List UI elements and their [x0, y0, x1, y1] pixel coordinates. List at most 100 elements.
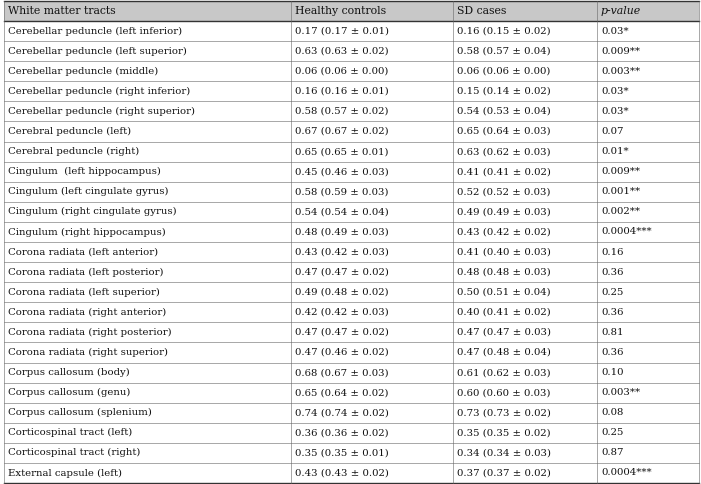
- Bar: [453, 363, 597, 383]
- Bar: [453, 182, 597, 202]
- Text: 0.58 (0.57 ± 0.04): 0.58 (0.57 ± 0.04): [457, 46, 550, 56]
- Text: 0.43 (0.42 ± 0.02): 0.43 (0.42 ± 0.02): [457, 227, 551, 237]
- Bar: [597, 242, 699, 262]
- Bar: [597, 182, 699, 202]
- Bar: [291, 101, 453, 121]
- Text: Corpus callosum (splenium): Corpus callosum (splenium): [8, 408, 151, 417]
- Bar: [453, 142, 597, 162]
- Bar: [291, 343, 453, 363]
- Bar: [453, 1, 597, 21]
- Text: 0.16: 0.16: [601, 247, 623, 257]
- Bar: [453, 202, 597, 222]
- Bar: [597, 383, 699, 403]
- Text: Cerebellar peduncle (middle): Cerebellar peduncle (middle): [8, 67, 158, 76]
- Text: 0.74 (0.74 ± 0.02): 0.74 (0.74 ± 0.02): [295, 408, 389, 417]
- Text: 0.01*: 0.01*: [601, 147, 629, 156]
- Bar: [4, 302, 291, 322]
- Text: 0.81: 0.81: [601, 328, 623, 337]
- Bar: [453, 121, 597, 141]
- Text: 0.10: 0.10: [601, 368, 623, 377]
- Text: 0.009**: 0.009**: [601, 46, 640, 56]
- Text: SD cases: SD cases: [457, 6, 506, 16]
- Bar: [597, 142, 699, 162]
- Bar: [4, 282, 291, 302]
- Text: 0.49 (0.48 ± 0.02): 0.49 (0.48 ± 0.02): [295, 287, 388, 297]
- Bar: [4, 101, 291, 121]
- Bar: [4, 403, 291, 423]
- Text: 0.48 (0.48 ± 0.03): 0.48 (0.48 ± 0.03): [457, 268, 551, 277]
- Text: 0.63 (0.62 ± 0.03): 0.63 (0.62 ± 0.03): [457, 147, 550, 156]
- Bar: [597, 322, 699, 343]
- Text: 0.58 (0.57 ± 0.02): 0.58 (0.57 ± 0.02): [295, 107, 388, 116]
- Bar: [453, 81, 597, 102]
- Text: 0.07: 0.07: [601, 127, 623, 136]
- Bar: [597, 101, 699, 121]
- Bar: [4, 242, 291, 262]
- Text: 0.34 (0.34 ± 0.03): 0.34 (0.34 ± 0.03): [457, 448, 551, 457]
- Bar: [291, 403, 453, 423]
- Bar: [597, 463, 699, 483]
- Text: 0.03*: 0.03*: [601, 27, 629, 36]
- Bar: [4, 81, 291, 102]
- Bar: [4, 162, 291, 182]
- Text: 0.47 (0.48 ± 0.04): 0.47 (0.48 ± 0.04): [457, 348, 551, 357]
- Text: 0.001**: 0.001**: [601, 187, 640, 197]
- Bar: [453, 242, 597, 262]
- Text: 0.25: 0.25: [601, 428, 623, 438]
- Text: 0.61 (0.62 ± 0.03): 0.61 (0.62 ± 0.03): [457, 368, 550, 377]
- Text: External capsule (left): External capsule (left): [8, 469, 122, 478]
- Text: 0.0004***: 0.0004***: [601, 469, 651, 478]
- Text: Corticospinal tract (right): Corticospinal tract (right): [8, 448, 140, 457]
- Bar: [291, 1, 453, 21]
- Bar: [453, 61, 597, 81]
- Text: Healthy controls: Healthy controls: [295, 6, 386, 16]
- Text: 0.36: 0.36: [601, 308, 623, 317]
- Bar: [453, 222, 597, 242]
- Bar: [291, 41, 453, 61]
- Bar: [597, 423, 699, 443]
- Bar: [291, 322, 453, 343]
- Bar: [597, 41, 699, 61]
- Bar: [291, 61, 453, 81]
- Bar: [4, 41, 291, 61]
- Text: 0.37 (0.37 ± 0.02): 0.37 (0.37 ± 0.02): [457, 469, 551, 478]
- Text: 0.54 (0.53 ± 0.04): 0.54 (0.53 ± 0.04): [457, 107, 551, 116]
- Bar: [291, 262, 453, 282]
- Bar: [597, 81, 699, 102]
- Bar: [597, 403, 699, 423]
- Text: 0.03*: 0.03*: [601, 87, 629, 96]
- Text: 0.40 (0.41 ± 0.02): 0.40 (0.41 ± 0.02): [457, 308, 551, 317]
- Bar: [4, 202, 291, 222]
- Text: 0.41 (0.40 ± 0.03): 0.41 (0.40 ± 0.03): [457, 247, 551, 257]
- Text: Cerebellar peduncle (right superior): Cerebellar peduncle (right superior): [8, 107, 195, 116]
- Bar: [597, 202, 699, 222]
- Text: 0.73 (0.73 ± 0.02): 0.73 (0.73 ± 0.02): [457, 408, 551, 417]
- Text: 0.65 (0.64 ± 0.02): 0.65 (0.64 ± 0.02): [295, 388, 388, 397]
- Bar: [4, 222, 291, 242]
- Text: Cingulum (left cingulate gyrus): Cingulum (left cingulate gyrus): [8, 187, 168, 197]
- Bar: [453, 262, 597, 282]
- Bar: [597, 302, 699, 322]
- Bar: [4, 1, 291, 21]
- Bar: [453, 162, 597, 182]
- Bar: [291, 242, 453, 262]
- Bar: [453, 423, 597, 443]
- Bar: [291, 443, 453, 463]
- Bar: [291, 142, 453, 162]
- Text: 0.47 (0.47 ± 0.03): 0.47 (0.47 ± 0.03): [457, 328, 551, 337]
- Bar: [291, 222, 453, 242]
- Text: 0.36 (0.36 ± 0.02): 0.36 (0.36 ± 0.02): [295, 428, 388, 438]
- Bar: [597, 121, 699, 141]
- Text: 0.36: 0.36: [601, 268, 623, 277]
- Text: Cingulum (right cingulate gyrus): Cingulum (right cingulate gyrus): [8, 207, 177, 216]
- Text: 0.003**: 0.003**: [601, 388, 640, 397]
- Text: Corona radiata (right superior): Corona radiata (right superior): [8, 348, 168, 357]
- Bar: [291, 282, 453, 302]
- Bar: [4, 121, 291, 141]
- Text: 0.41 (0.41 ± 0.02): 0.41 (0.41 ± 0.02): [457, 167, 551, 176]
- Bar: [291, 363, 453, 383]
- Bar: [597, 262, 699, 282]
- Bar: [291, 81, 453, 102]
- Text: Cerebellar peduncle (right inferior): Cerebellar peduncle (right inferior): [8, 87, 190, 96]
- Bar: [4, 61, 291, 81]
